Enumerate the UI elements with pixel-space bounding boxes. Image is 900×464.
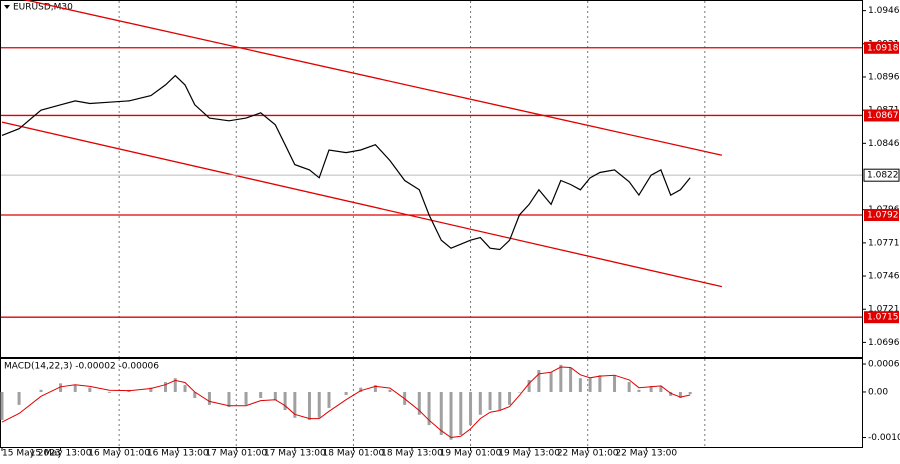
macd-bar <box>0 391 4 420</box>
macd-bar <box>669 391 673 396</box>
last-price-label: 1.0822 <box>867 171 899 181</box>
macd-bar <box>359 387 363 392</box>
y-tick-label: 1.0896 <box>868 72 900 82</box>
macd-bar <box>388 389 392 392</box>
macd-bar <box>88 387 92 392</box>
macd-bar <box>588 378 592 392</box>
macd-bar <box>659 385 663 392</box>
x-tick-label: 16 May 01:00 <box>88 449 150 459</box>
macd-bar <box>578 378 582 392</box>
x-tick-label: 22 May 01:00 <box>557 449 619 459</box>
y-tick-label: 1.0721 <box>868 305 900 315</box>
macd-bar <box>527 379 531 392</box>
macd-bar <box>537 370 541 392</box>
macd-bar <box>227 391 231 408</box>
trend-line <box>1 121 723 288</box>
macd-bar <box>149 387 153 392</box>
level-label: 1.0867 <box>867 111 899 121</box>
macd-bar <box>283 391 287 411</box>
macd-bar <box>598 375 602 392</box>
macd-bar <box>173 378 177 392</box>
macd-bar <box>459 391 463 435</box>
price-panel <box>0 0 863 358</box>
trend-line <box>22 0 723 156</box>
macd-bar <box>164 382 168 392</box>
x-tick-label: 17 May 01:00 <box>205 449 267 459</box>
x-tick-label: 17 May 13:00 <box>264 449 326 459</box>
macd-bar <box>637 389 641 392</box>
macd-bar <box>107 391 111 393</box>
signal-line <box>1 366 691 439</box>
macd-bar <box>688 391 692 395</box>
level-label-box <box>864 41 899 54</box>
macd-bar <box>469 391 473 426</box>
macd-bar <box>373 385 377 392</box>
x-tick-label: 19 May 01:00 <box>440 449 502 459</box>
x-tick-label: 15 May 13:00 <box>30 449 92 459</box>
level-label-box <box>864 109 899 122</box>
macd-bar <box>478 391 482 415</box>
macd-bar <box>613 375 617 392</box>
level-label-box <box>864 311 899 324</box>
macd-bar <box>59 383 63 392</box>
x-tick-label: 18 May 01:00 <box>323 449 385 459</box>
macd-bar <box>449 391 453 440</box>
x-tick-label: 18 May 13:00 <box>381 449 443 459</box>
macd-title: MACD(14,22,3) -0.00002 -0.00006 <box>4 362 159 372</box>
macd-bar <box>559 364 563 392</box>
macd-bar <box>327 391 331 408</box>
macd-bar <box>17 391 21 405</box>
macd-bar <box>439 391 443 435</box>
macd-bar <box>317 391 321 418</box>
x-tick-label: 16 May 13:00 <box>147 449 209 459</box>
y-tick-label: 1.0946 <box>868 6 900 16</box>
macd-bar <box>273 391 277 401</box>
level-label: 1.0918 <box>867 43 899 53</box>
macd-bar <box>39 389 43 392</box>
macd-bar <box>193 391 197 398</box>
macd-bar <box>183 385 187 392</box>
x-tick-label: 22 May 13:00 <box>615 449 677 459</box>
macd-bar <box>678 391 682 398</box>
macd-bar <box>549 372 553 392</box>
y-tick-label: 0.00065 <box>868 360 900 370</box>
x-tick-label: 15 May 2023 <box>2 449 61 459</box>
macd-bar <box>427 391 431 426</box>
macd-bar <box>344 391 348 395</box>
y-tick-label: 1.0746 <box>868 272 900 282</box>
macd-bar <box>244 391 248 405</box>
macd-panel <box>0 358 863 448</box>
macd-bar <box>293 391 297 418</box>
level-label-box <box>864 208 899 221</box>
macd-bar <box>488 391 492 411</box>
price-line <box>1 74 691 251</box>
macd-bar <box>569 367 573 392</box>
y-tick-label: 1.0846 <box>868 139 900 149</box>
macd-bar <box>207 391 211 405</box>
level-label: 1.0715 <box>867 313 899 323</box>
macd-bar <box>517 391 521 393</box>
macd-bar <box>417 391 421 415</box>
macd-bar <box>307 391 311 420</box>
chart-title: EURUSD,M30 <box>13 3 73 13</box>
x-tick-label: 19 May 13:00 <box>498 449 560 459</box>
macd-bar <box>259 391 263 398</box>
level-label: 1.0792 <box>867 210 899 220</box>
y-tick-label: -0.00106 <box>868 433 900 443</box>
last-price-box <box>863 168 900 182</box>
y-tick-label: 1.0771 <box>868 238 900 248</box>
macd-bar <box>627 382 631 392</box>
macd-bar <box>73 385 77 392</box>
macd-bar <box>498 391 502 411</box>
y-tick-label: 1.0696 <box>868 338 900 348</box>
y-tick-label: 0.00 <box>868 387 888 397</box>
macd-bar <box>649 385 653 392</box>
macd-bar <box>508 391 512 405</box>
menu-triangle[interactable] <box>4 5 10 9</box>
